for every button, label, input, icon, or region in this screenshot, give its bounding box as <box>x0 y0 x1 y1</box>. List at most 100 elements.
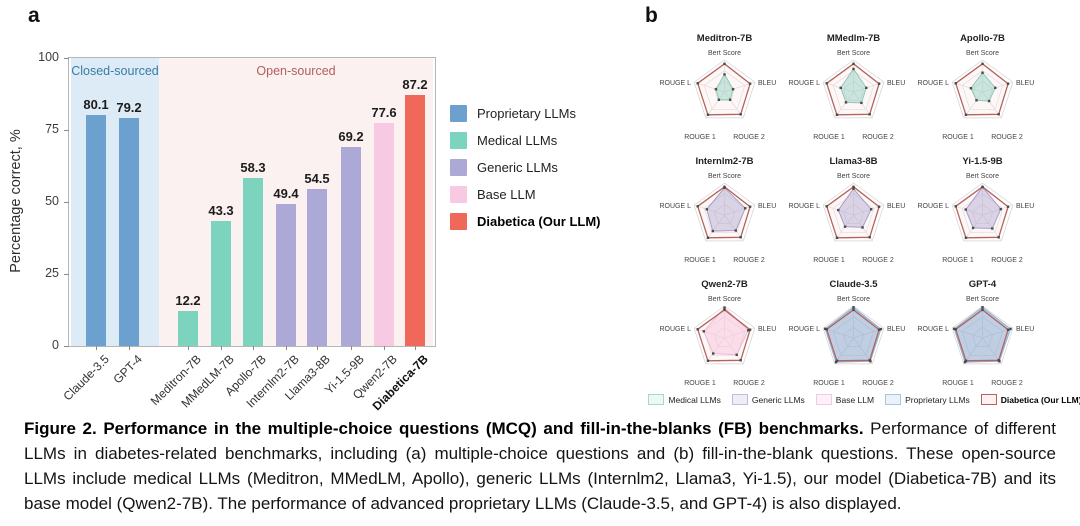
radar-gridline <box>951 182 1014 242</box>
radar-axis-label: Bert Score <box>837 173 870 180</box>
vertex-marker <box>877 82 881 85</box>
vertex-marker <box>825 205 828 208</box>
vertex-marker <box>997 359 1000 362</box>
radar-legend-label: Generic LLMs <box>751 394 805 405</box>
radar-gridline <box>961 70 1004 110</box>
radar-spoke <box>705 91 725 119</box>
radar-legend-item-diabetica: Diabetica (Our LLM) <box>980 394 1080 405</box>
radar-axis-label: ROUGE 2 <box>733 134 765 141</box>
radar-claude-3.5: Claude-3.5 Bert Score BLEU ROUGE 2 ROUGE 1 RO… <box>789 272 918 395</box>
vertex-marker <box>696 82 699 85</box>
bar-yi-1.5-9b <box>341 146 361 346</box>
vertex-marker <box>952 327 956 331</box>
bar-value-label: 49.4 <box>273 185 299 201</box>
vertex-marker <box>868 236 871 239</box>
panel-a-label: a <box>28 4 40 27</box>
radar-spoke <box>963 337 983 365</box>
radar-gridline <box>713 203 736 224</box>
radar-spoke <box>834 337 854 365</box>
y-tick-label: 0 <box>52 338 59 352</box>
radar-chart-svg: Bert Score BLEU ROUGE 2 ROUGE 1 ROUGE L <box>789 173 905 264</box>
legend-label: Diabetica (Our LLM) <box>477 214 601 229</box>
radar-axis-label: BLEU <box>1016 203 1034 210</box>
proprietary-swatch <box>885 394 902 405</box>
vertex-marker <box>705 208 709 211</box>
bar-claude-3.5 <box>86 115 106 346</box>
vertex-marker <box>997 113 1000 116</box>
radar-spoke <box>693 81 725 93</box>
vertex-marker <box>964 359 968 362</box>
y-tick-mark <box>64 58 69 59</box>
bar-qwen2-7b <box>374 122 394 346</box>
radar-axis-label: Bert Score <box>966 50 999 57</box>
bar-value-label: 12.2 <box>175 292 201 308</box>
radar-axis-label: ROUGE L <box>789 326 820 333</box>
y-axis-label: Percentage correct, % <box>8 129 24 273</box>
radar-axis-label: BLEU <box>758 326 776 333</box>
radar-chart-svg: Bert Score BLEU ROUGE 2 ROUGE 1 ROUGE L <box>660 173 776 264</box>
radar-axis-label: Bert Score <box>966 173 999 180</box>
radar-axis-label: BLEU <box>1016 80 1034 87</box>
diabetica-reference-polygon <box>825 308 880 362</box>
bar-chart-legend: Proprietary LLMs Medical LLMs Generic LLMs… <box>450 100 601 235</box>
radar-axis-label: ROUGE 1 <box>942 257 974 264</box>
radar-legend-label: Base LLM <box>835 394 875 405</box>
vertex-marker <box>981 71 984 74</box>
vertex-marker <box>981 62 984 66</box>
radar-axis-label: BLEU <box>887 203 905 210</box>
vertex-marker <box>868 113 871 116</box>
radar-chart-svg: Bert Score BLEU ROUGE 2 ROUGE 1 ROUGE L <box>918 296 1034 387</box>
vertex-marker <box>852 62 855 66</box>
diabetica-reference-polygon <box>954 185 1009 239</box>
radar-axis-label: ROUGE 1 <box>684 257 716 264</box>
radar-axis-label: ROUGE L <box>789 203 820 210</box>
vertex-marker <box>825 328 828 331</box>
open-sourced-region-label: Open-sourced <box>256 64 336 78</box>
vertex-marker <box>843 225 847 228</box>
radar-gridline <box>832 193 875 233</box>
model-polygon <box>703 306 749 356</box>
model-polygon <box>706 187 746 232</box>
base-swatch <box>815 394 832 405</box>
vertex-marker <box>706 236 710 239</box>
radar-spoke <box>951 81 983 93</box>
radar-axis-label: ROUGE 1 <box>942 380 974 387</box>
y-tick-label: 25 <box>45 266 59 280</box>
vertex-marker <box>1006 205 1010 208</box>
vertex-marker <box>964 208 967 211</box>
radar-gridline <box>703 193 746 233</box>
diabetica-reference-polygon <box>825 185 880 239</box>
bar-value-label: 43.3 <box>208 203 234 219</box>
radar-gridline <box>951 305 1014 365</box>
radar-legend-item-base: Base LLM <box>815 394 875 405</box>
bar-value-label: 54.5 <box>304 171 330 187</box>
proprietary-swatch <box>450 105 467 122</box>
bar-value-label: 77.6 <box>371 104 397 120</box>
radar-chart-svg: Bert Score BLEU ROUGE 2 ROUGE 1 ROUGE L <box>660 296 776 387</box>
radar-chart-svg: Bert Score BLEU ROUGE 2 ROUGE 1 ROUGE L <box>918 50 1034 141</box>
bar-value-label: 58.3 <box>240 160 266 176</box>
vertex-marker <box>1009 327 1012 331</box>
vertex-marker <box>964 113 968 116</box>
radar-internlm2-7b: Internlm2-7B Bert Score BLEU ROUGE 2 ROUGE 1… <box>660 149 789 272</box>
radar-chart-svg: Bert Score BLEU ROUGE 2 ROUGE 1 ROUGE L <box>789 296 905 387</box>
base-swatch <box>450 186 467 203</box>
radar-axis-label: ROUGE 1 <box>684 380 716 387</box>
legend-label: Base LLM <box>477 187 536 202</box>
vertex-marker <box>844 101 848 104</box>
radar-axis-label: ROUGE L <box>789 80 820 87</box>
radar-axis-label: ROUGE L <box>918 80 949 87</box>
radar-gridline <box>961 193 1004 233</box>
radar-apollo-7b: Apollo-7B Bert Score BLEU ROUGE 2 ROUGE 1 ROU… <box>918 26 1047 149</box>
radar-gridline <box>822 59 885 119</box>
diabetica-swatch <box>980 394 997 405</box>
bar-apollo-7b <box>243 178 263 346</box>
radar-axis-label: Bert Score <box>708 50 741 57</box>
radar-gridline <box>951 59 1014 119</box>
radar-axis-label: BLEU <box>1016 326 1034 333</box>
legend-label: Proprietary LLMs <box>477 106 576 121</box>
radar-title: MMedlm-7B <box>826 33 881 44</box>
vertex-marker <box>748 82 752 85</box>
vertex-marker <box>1006 82 1010 85</box>
vertex-marker <box>723 73 726 76</box>
